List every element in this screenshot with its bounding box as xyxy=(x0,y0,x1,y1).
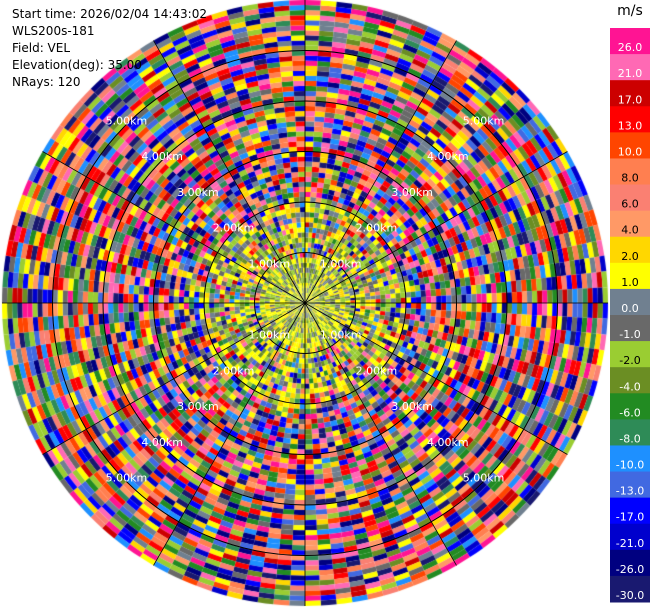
colorbar-swatches xyxy=(610,28,650,603)
range-ring-label: 3.00km xyxy=(177,400,219,413)
range-ring-label: 2.00km xyxy=(213,222,255,235)
range-ring-label: 1.00km xyxy=(249,257,291,270)
colorbar-swatch xyxy=(610,549,650,577)
colorbar-tick-label: -21.0 xyxy=(616,537,644,550)
colorbar-swatch xyxy=(610,445,650,473)
range-ring-label: 1.00km xyxy=(320,257,362,270)
colorbar-swatch xyxy=(610,210,650,238)
range-rings xyxy=(52,50,558,556)
range-ring-label: 3.00km xyxy=(177,186,219,199)
nrays-label: NRays: 120 xyxy=(12,75,81,89)
colorbar-swatch xyxy=(610,523,650,551)
range-ring-label: 5.00km xyxy=(106,472,148,485)
colorbar-tick-label: -4.0 xyxy=(619,380,640,393)
colorbar: m/s 26.0 21.0 17.0 13.0 10.0 8.0 6.0 4.0 2.0 1.0 0… xyxy=(610,3,650,603)
colorbar-swatch xyxy=(610,158,650,186)
colorbar-swatch xyxy=(610,262,650,290)
colorbar-tick-label: 21.0 xyxy=(618,67,643,80)
colorbar-tick-label: 26.0 xyxy=(618,41,643,54)
colorbar-tick-label: 17.0 xyxy=(618,93,643,106)
colorbar-swatch xyxy=(610,315,650,342)
start-time-label: Start time: 2026/02/04 14:43:02 xyxy=(12,7,207,21)
colorbar-tick-label: -8.0 xyxy=(619,432,640,445)
range-ring xyxy=(153,151,457,455)
range-ring xyxy=(203,201,407,405)
range-ring-labels: 1.00km 1.00km 1.00km 1.00km 2.00km 2.00km 2.00… xyxy=(106,114,505,484)
colorbar-tick-label: 2.0 xyxy=(621,250,639,263)
colorbar-swatch xyxy=(610,28,650,55)
range-ring-label: 5.00km xyxy=(106,114,148,127)
colorbar-title: m/s xyxy=(617,3,643,19)
colorbar-swatch xyxy=(610,132,650,159)
range-ring xyxy=(254,252,356,354)
range-ring xyxy=(52,50,558,556)
plot-info: Start time: 2026/02/04 14:43:02 WLS200s-… xyxy=(12,6,207,91)
elevation-label: Elevation(deg): 35.00 xyxy=(12,58,142,72)
range-ring-label: 3.00km xyxy=(391,400,433,413)
colorbar-tick-label: 6.0 xyxy=(621,198,639,211)
range-ring-label: 5.00km xyxy=(463,114,505,127)
colorbar-swatch xyxy=(610,367,650,394)
range-ring-label: 2.00km xyxy=(213,364,255,377)
colorbar-tick-label: -13.0 xyxy=(616,485,644,498)
range-ring-label: 2.00km xyxy=(356,222,398,235)
colorbar-tick-label: -17.0 xyxy=(616,511,644,524)
colorbar-tick-label: 13.0 xyxy=(618,119,643,132)
range-ring xyxy=(102,100,508,506)
colorbar-swatch xyxy=(610,54,650,81)
colorbar-swatch xyxy=(610,288,650,316)
colorbar-tick-label: 1.0 xyxy=(621,276,639,289)
colorbar-tick-label: -6.0 xyxy=(619,406,640,419)
range-ring-label: 3.00km xyxy=(391,186,433,199)
colorbar-tick-label: 8.0 xyxy=(621,172,639,185)
colorbar-swatch xyxy=(610,575,650,603)
colorbar-tick-label: -1.0 xyxy=(619,328,640,341)
range-ring-label: 1.00km xyxy=(320,329,362,342)
range-ring-label: 2.00km xyxy=(356,364,398,377)
range-ring-label: 1.00km xyxy=(249,329,291,342)
colorbar-swatch xyxy=(610,471,650,499)
colorbar-tick-label: 4.0 xyxy=(621,224,639,237)
colorbar-tick-label: 0.0 xyxy=(621,302,639,315)
colorbar-tick-label: -26.0 xyxy=(616,563,644,576)
colorbar-swatch xyxy=(610,236,650,264)
site-label: WLS200s-181 xyxy=(12,24,95,38)
colorbar-tick-label: 10.0 xyxy=(618,145,643,158)
colorbar-swatch xyxy=(610,497,650,525)
colorbar-tick-labels: 26.0 21.0 17.0 13.0 10.0 8.0 6.0 4.0 2.0 1.0 0.0 -1… xyxy=(616,41,644,602)
range-ring-label: 4.00km xyxy=(427,436,469,449)
range-ring-label: 4.00km xyxy=(141,436,183,449)
colorbar-swatch xyxy=(610,80,650,107)
ppi-plot: 1.00km 1.00km 1.00km 1.00km 2.00km 2.00km 2.00… xyxy=(0,0,610,610)
colorbar-swatch xyxy=(610,393,650,420)
range-ring-label: 4.00km xyxy=(141,150,183,163)
field-label: Field: VEL xyxy=(12,41,71,55)
colorbar-swatch xyxy=(610,341,650,368)
range-ring-label: 5.00km xyxy=(463,472,505,485)
colorbar-swatch xyxy=(610,184,650,212)
range-ring-label: 4.00km xyxy=(427,150,469,163)
colorbar-swatch xyxy=(610,419,650,446)
colorbar-tick-label: -2.0 xyxy=(619,354,640,367)
colorbar-swatch xyxy=(610,106,650,133)
colorbar-tick-label: -30.0 xyxy=(616,589,644,602)
colorbar-tick-label: -10.0 xyxy=(616,459,644,472)
